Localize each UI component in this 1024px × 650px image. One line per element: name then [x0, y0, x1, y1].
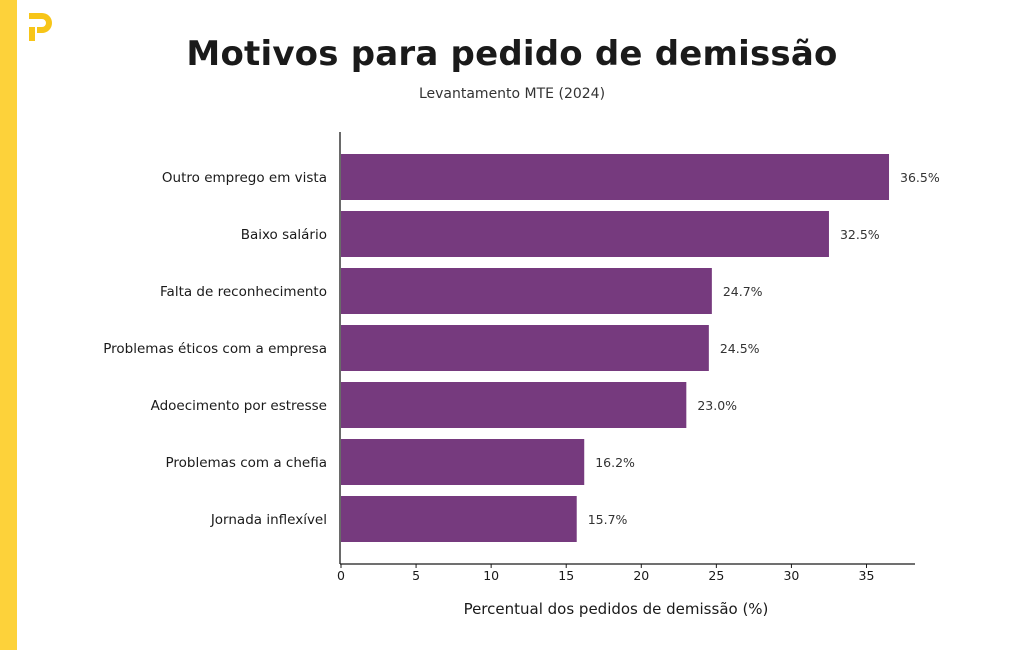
value-label: 15.7% [588, 512, 628, 527]
x-tick-label: 35 [859, 568, 875, 583]
x-tick-label: 20 [633, 568, 649, 583]
bar [341, 154, 890, 200]
brand-p-icon-shape [29, 13, 52, 33]
x-tick-label: 0 [337, 568, 345, 583]
category-label: Baixo salário [241, 227, 327, 243]
value-label: 36.5% [900, 170, 940, 185]
x-axis-label: Percentual dos pedidos de demissão (%) [464, 600, 769, 618]
bar [341, 325, 709, 371]
value-label: 16.2% [595, 455, 635, 470]
x-tick-label: 15 [558, 568, 574, 583]
chart-subtitle: Levantamento MTE (2024) [418, 86, 606, 102]
category-label: Outro emprego em vista [162, 170, 327, 186]
category-label: Problemas com a chefia [165, 455, 327, 471]
value-label: 24.7% [723, 284, 763, 299]
x-tick-label: 10 [483, 568, 499, 583]
chart-title: Motivos para pedido de demissão [186, 34, 838, 74]
brand-p-icon-stem [29, 27, 35, 41]
bar [341, 382, 687, 428]
value-label: 32.5% [840, 227, 880, 242]
x-tick-label: 5 [412, 568, 420, 583]
category-label: Falta de reconhecimento [160, 284, 327, 300]
bar [341, 268, 712, 314]
value-label: 23.0% [697, 398, 737, 413]
bar [341, 439, 585, 485]
bar [341, 211, 829, 257]
category-label: Adoecimento por estresse [151, 398, 327, 414]
x-tick-label: 30 [783, 568, 799, 583]
value-label: 24.5% [720, 341, 760, 356]
accent-side-band [0, 0, 17, 650]
category-label: Problemas éticos com a empresa [103, 341, 327, 357]
brand-p-icon [29, 13, 52, 41]
category-label: Jornada inflexível [210, 512, 327, 528]
x-tick-label: 25 [708, 568, 724, 583]
bar [341, 496, 577, 542]
